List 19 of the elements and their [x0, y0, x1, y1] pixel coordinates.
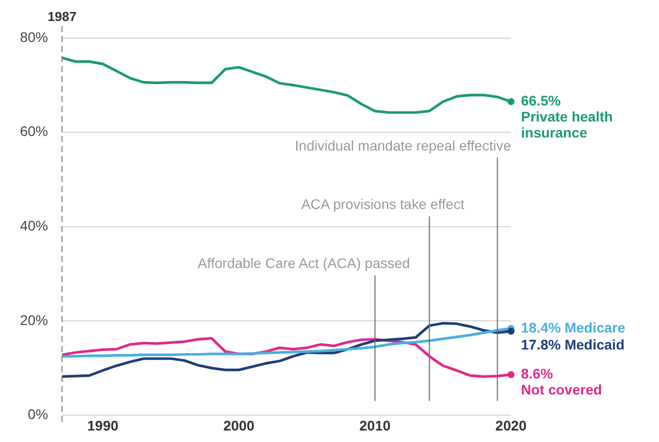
data-label: 66.5% [521, 92, 562, 109]
y-tick-label: 0% [28, 406, 48, 422]
data-label: 8.6% [521, 366, 554, 382]
x-tick-label: 2000 [223, 417, 255, 434]
x-tick-label: 1990 [87, 417, 119, 434]
ref-line-label: Affordable Care Act (ACA) passed [198, 255, 410, 272]
ref-line-label: 1987 [48, 9, 76, 24]
text: 18.4% Medicare [521, 319, 626, 336]
y-tick-label: 60% [20, 123, 48, 140]
y-tick-label: 20% [20, 312, 48, 328]
series-label: Private health insurance [521, 108, 613, 141]
text: 17.8% Medicaid [521, 336, 624, 352]
x-tick-label: 2020 [495, 417, 527, 434]
ref-line-label: ACA provisions take effect [301, 196, 464, 212]
y-tick-label: 80% [20, 28, 48, 45]
ref-line-label: Individual mandate repeal effective [294, 137, 512, 154]
y-tick-label: 40% [20, 217, 48, 234]
series-label: Not covered [521, 382, 602, 398]
x-tick-label: 2010 [359, 417, 391, 434]
